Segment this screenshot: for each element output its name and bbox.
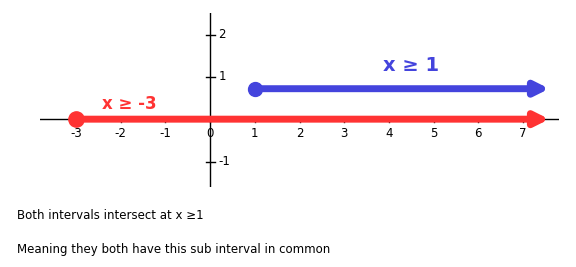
Text: 1: 1	[218, 70, 226, 83]
Text: -1: -1	[218, 155, 230, 168]
Text: 5: 5	[430, 127, 437, 140]
Text: 4: 4	[385, 127, 393, 140]
Text: -2: -2	[115, 127, 127, 140]
Text: -3: -3	[70, 127, 82, 140]
Text: 3: 3	[340, 127, 348, 140]
Text: x ≥ 1: x ≥ 1	[383, 56, 439, 75]
Text: 0: 0	[206, 127, 214, 140]
Text: 2: 2	[218, 28, 226, 41]
Text: 2: 2	[295, 127, 304, 140]
Text: -1: -1	[160, 127, 172, 140]
Text: 1: 1	[251, 127, 259, 140]
Text: Both intervals intersect at x ≥1: Both intervals intersect at x ≥1	[17, 209, 204, 222]
Text: Meaning they both have this sub interval in common: Meaning they both have this sub interval…	[17, 243, 331, 256]
Text: 6: 6	[475, 127, 482, 140]
Text: 7: 7	[519, 127, 526, 140]
Text: x ≥ -3: x ≥ -3	[103, 95, 157, 113]
